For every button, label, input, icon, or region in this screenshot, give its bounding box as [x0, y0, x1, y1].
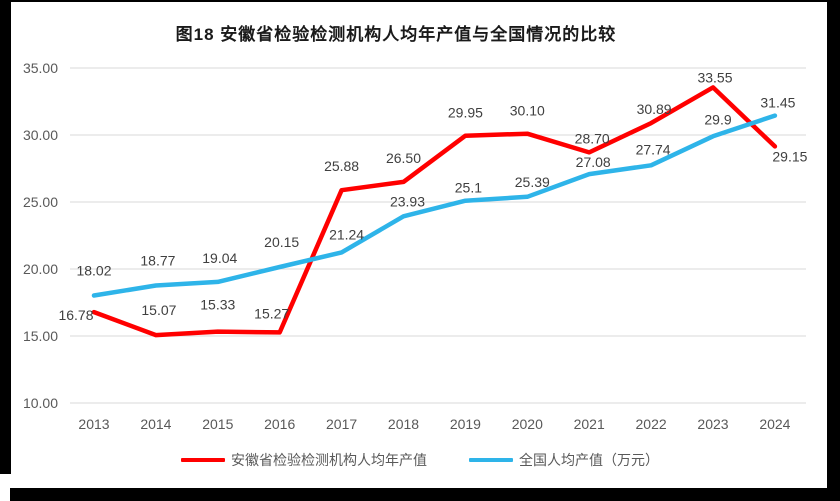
x-axis-tick-label: 2022	[636, 416, 667, 432]
data-label: 20.15	[264, 234, 299, 250]
x-axis-tick-label: 2024	[759, 416, 790, 432]
data-label: 15.07	[141, 302, 176, 318]
data-label: 15.33	[200, 297, 235, 313]
data-label: 16.78	[58, 307, 93, 323]
x-axis-tick-label: 2017	[326, 416, 357, 432]
blue-line-sample-icon	[469, 458, 513, 462]
legend-label-anhui: 安徽省检验检测机构人均年产值	[231, 452, 427, 468]
data-label: 31.45	[760, 95, 795, 111]
gridlines	[70, 67, 806, 404]
x-axis-tick-label: 2023	[697, 416, 728, 432]
data-label: 29.9	[704, 111, 731, 127]
series-line-1	[91, 113, 778, 298]
data-label: 30.10	[510, 103, 545, 119]
data-label: 27.74	[636, 141, 671, 157]
data-label: 25.39	[515, 174, 550, 190]
legend-item-national: 全国人均产值（万元）	[469, 450, 659, 470]
data-label: 25.1	[455, 180, 482, 196]
data-label: 25.88	[324, 158, 359, 174]
data-label: 18.02	[76, 263, 111, 279]
chart-legend: 安徽省检验检测机构人均年产值 全国人均产值（万元）	[0, 447, 840, 473]
data-label: 33.55	[697, 69, 732, 85]
page-edge-right	[827, 0, 840, 501]
y-axis-labels: 35.00 30.00 25.00 20.00 15.00 10.00	[23, 60, 58, 411]
y-axis-tick-label: 10.00	[23, 395, 58, 411]
x-axis-labels: 2013 2014 2015 2016 2017 2018 2019 2020 2021 2022…	[78, 416, 790, 432]
data-label: 15.27	[254, 305, 289, 321]
y-axis-tick-label: 30.00	[23, 127, 58, 143]
x-axis-tick-label: 2018	[388, 416, 419, 432]
x-axis-tick-label: 2021	[574, 416, 605, 432]
series-line-0	[91, 85, 778, 338]
data-label: 18.77	[140, 253, 175, 269]
data-label: 23.93	[390, 193, 425, 209]
chart-title: 图18 安徽省检验检测机构人均年产值与全国情况的比较	[175, 25, 617, 44]
legend-item-anhui: 安徽省检验检测机构人均年产值	[181, 450, 427, 470]
data-label: 19.04	[202, 250, 237, 266]
x-axis-tick-label: 2014	[140, 416, 171, 432]
x-axis-tick-label: 2016	[264, 416, 295, 432]
y-axis-tick-label: 15.00	[23, 328, 58, 344]
page-edge-top	[0, 0, 840, 2]
x-axis-tick-label: 2013	[78, 416, 109, 432]
data-label: 30.89	[637, 101, 672, 117]
data-label: 29.15	[772, 148, 807, 164]
x-axis-tick-label: 2019	[450, 416, 481, 432]
x-axis-tick-label: 2015	[202, 416, 233, 432]
page-edge-bottom	[10, 488, 840, 501]
y-axis-tick-label: 25.00	[23, 194, 58, 210]
x-axis-tick-label: 2020	[512, 416, 543, 432]
data-label: 29.95	[448, 105, 483, 121]
y-axis-tick-label: 35.00	[23, 60, 58, 76]
data-labels: 16.78 15.07 15.33 15.27 25.88 26.50 29.95 30.10…	[58, 69, 807, 323]
series-lines	[91, 85, 778, 338]
data-label: 21.24	[329, 226, 364, 242]
data-label: 26.50	[386, 150, 421, 166]
data-label: 28.70	[575, 130, 610, 146]
data-label: 27.08	[576, 154, 611, 170]
page-edge-left	[0, 0, 11, 474]
y-axis-tick-label: 20.00	[23, 261, 58, 277]
red-line-sample-icon	[181, 458, 225, 462]
legend-label-national: 全国人均产值（万元）	[519, 452, 659, 468]
